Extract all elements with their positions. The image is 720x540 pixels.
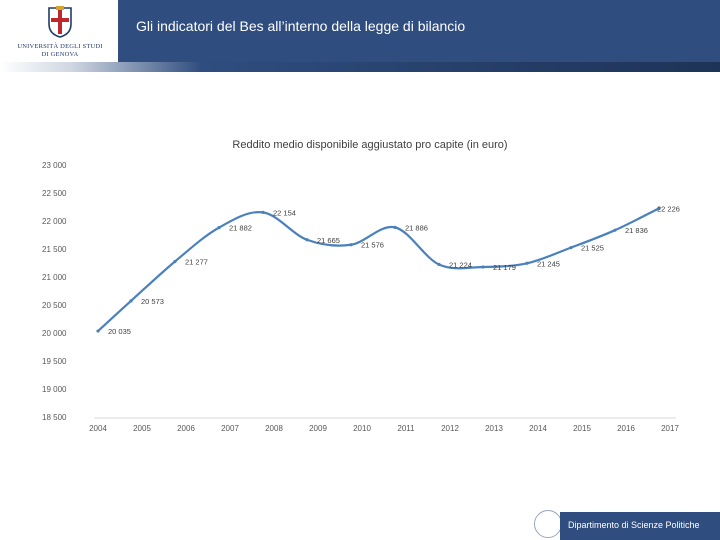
data-point	[393, 225, 397, 229]
page-title: Gli indicatori del Bes all’interno della…	[136, 18, 466, 34]
data-label: 20 573	[141, 297, 164, 306]
data-point	[525, 261, 529, 265]
data-point	[96, 329, 100, 333]
series-path	[97, 207, 660, 332]
x-tick-label: 2017	[661, 424, 679, 433]
x-tick-label: 2013	[485, 424, 503, 433]
x-tick-label: 2011	[397, 424, 415, 433]
data-point	[217, 226, 221, 230]
data-label: 21 665	[317, 236, 340, 245]
data-label: 22 226	[657, 204, 680, 213]
data-label: 21 179	[493, 263, 516, 272]
footer-department: Dipartimento di Scienze Politiche	[568, 520, 700, 530]
data-point	[437, 262, 441, 267]
data-label: 21 525	[581, 244, 604, 253]
y-tick-label: 21 500	[42, 245, 67, 254]
y-tick-label: 18 500	[42, 413, 67, 422]
data-point	[129, 299, 133, 303]
y-tick-label: 19 000	[42, 385, 67, 394]
x-tick-label: 2004	[89, 424, 107, 433]
x-tick-label: 2015	[573, 424, 591, 433]
x-tick-label: 2016	[617, 424, 635, 433]
y-axis: 23 000 22 500 22 000 21 500 21 000 20 500 20 0…	[42, 161, 67, 422]
logo-text-line1: UNIVERSITÀ DEGLI STUDI	[17, 43, 103, 50]
series-line	[97, 207, 660, 332]
data-labels: 20 035 20 573 21 277 21 882 22 154 21 665 21 5…	[108, 204, 680, 336]
logo-text-line2: DI GENOVA	[41, 51, 79, 58]
data-label: 21 277	[185, 257, 208, 266]
data-point	[305, 238, 309, 242]
y-tick-label: 22 000	[42, 217, 67, 226]
x-tick-label: 2014	[529, 424, 547, 433]
data-points	[96, 206, 661, 333]
y-tick-label: 20 000	[42, 329, 67, 338]
data-point	[657, 206, 661, 210]
x-tick-label: 2007	[221, 424, 239, 433]
line-chart: Reddito medio disponibile aggiustato pro…	[42, 139, 680, 433]
header-band	[118, 0, 720, 62]
data-label: 21 836	[625, 226, 648, 235]
data-label: 21 886	[405, 223, 428, 232]
chart-title: Reddito medio disponibile aggiustato pro…	[232, 139, 507, 151]
footer-bar	[560, 512, 720, 540]
y-tick-label: 23 000	[42, 161, 67, 170]
data-point	[349, 243, 353, 247]
university-logo: UNIVERSITÀ DEGLI STUDI DI GENOVA	[6, 6, 114, 60]
data-label: 21 882	[229, 224, 252, 233]
x-tick-label: 2009	[309, 424, 327, 433]
header-stripe	[0, 62, 720, 72]
data-point	[261, 210, 265, 214]
x-tick-label: 2012	[441, 424, 459, 433]
x-axis: 2004 2005 2006 2007 2008 2009 2010 2011 2012 2013…	[89, 417, 679, 433]
x-tick-label: 2006	[177, 424, 195, 433]
x-tick-label: 2005	[133, 424, 151, 433]
crest-icon	[48, 6, 72, 38]
department-seal	[534, 510, 562, 538]
y-tick-label: 22 500	[42, 189, 67, 198]
data-label: 21 245	[537, 259, 560, 268]
data-label: 21 576	[361, 241, 384, 250]
data-point	[481, 265, 485, 269]
data-point	[173, 259, 177, 264]
data-label: 22 154	[273, 208, 296, 217]
y-tick-label: 19 500	[42, 357, 67, 366]
x-tick-label: 2010	[353, 424, 371, 433]
y-tick-label: 20 500	[42, 301, 67, 310]
header: UNIVERSITÀ DEGLI STUDI DI GENOVA Gli ind…	[0, 0, 720, 72]
data-label: 21 224	[449, 260, 472, 269]
data-point	[613, 228, 617, 232]
data-label: 20 035	[108, 327, 131, 336]
data-point	[569, 246, 573, 250]
x-tick-label: 2008	[265, 424, 283, 433]
y-tick-label: 21 000	[42, 273, 67, 282]
